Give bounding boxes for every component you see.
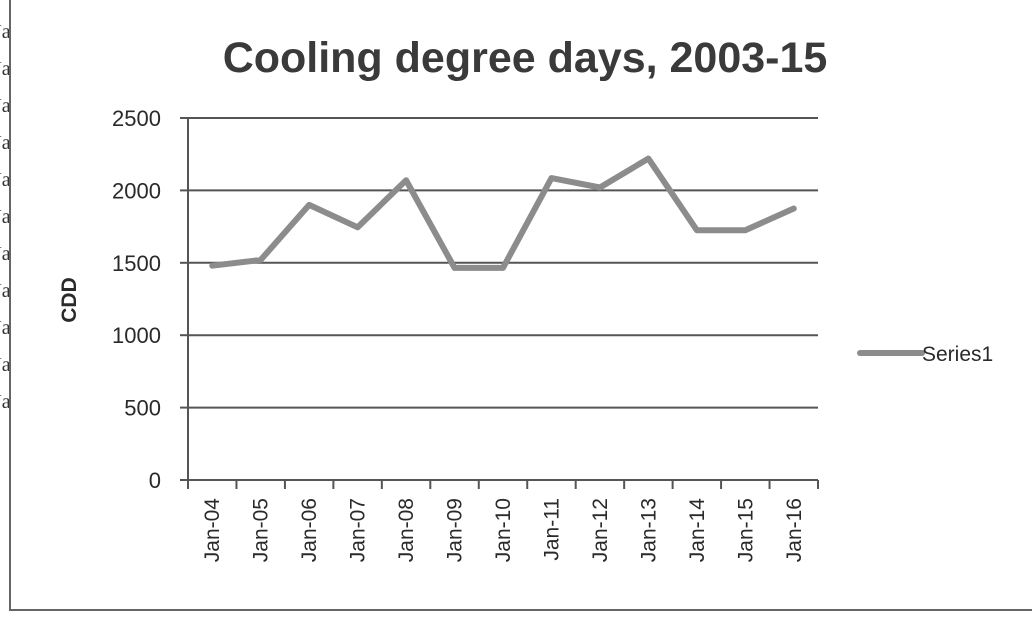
- legend-label-series1: Series1: [922, 343, 993, 366]
- x-tick-label-jan-05: Jan-05: [250, 498, 273, 562]
- data-point-jan-14: [694, 227, 700, 233]
- left-page-fragment-strip: Ja Ja Ja Ja Ja Ja Ja Ja Ja Ja Ja: [0, 0, 12, 420]
- left-fragment-text: Ja: [0, 354, 11, 376]
- left-fragment-text: Ja: [0, 58, 11, 80]
- data-point-jan-10: [500, 265, 506, 271]
- left-fragment-text: Ja: [0, 132, 11, 154]
- legend: Series1: [857, 343, 993, 366]
- data-point-jan-04: [209, 263, 215, 269]
- data-point-jan-15: [742, 227, 748, 233]
- left-fragment-text: Ja: [0, 391, 11, 413]
- data-point-jan-08: [403, 177, 409, 183]
- y-tick-label-1500: 1500: [112, 251, 161, 276]
- axes: [180, 118, 818, 481]
- x-axis-ticks: Jan-04 Jan-05 Jan-06 Jan-07 Jan-08 Jan-09 Jan-…: [187, 480, 819, 563]
- left-fragment-text: Ja: [0, 317, 11, 339]
- x-tick-label-jan-11: Jan-11: [540, 498, 563, 561]
- x-tick-label-jan-08: Jan-08: [395, 498, 418, 562]
- data-point-jan-12: [597, 185, 603, 191]
- x-tick-label-jan-06: Jan-06: [298, 498, 321, 562]
- x-tick-label-jan-16: Jan-16: [783, 498, 806, 562]
- x-tick-label-jan-04: Jan-04: [201, 498, 224, 563]
- data-point-jan-09: [452, 265, 458, 271]
- chart-border: [9, 0, 1032, 611]
- y-axis-label: CDD: [58, 277, 81, 323]
- x-tick-label-jan-10: Jan-10: [492, 498, 515, 562]
- x-tick-label-jan-14: Jan-14: [686, 498, 709, 563]
- left-fragment-text: Ja: [0, 206, 11, 228]
- data-point-jan-07: [355, 224, 361, 230]
- data-point-jan-16: [791, 206, 797, 211]
- y-tick-label-2000: 2000: [112, 178, 161, 203]
- x-tick-label-jan-07: Jan-07: [347, 498, 370, 562]
- y-tick-label-0: 0: [149, 468, 161, 493]
- series-group: [209, 155, 797, 271]
- x-tick-label-jan-12: Jan-12: [589, 498, 612, 562]
- y-axis-ticks: 0 500 1000 1500 2000 2500: [112, 106, 188, 493]
- data-point-jan-05: [258, 257, 264, 263]
- left-fragment-text: Ja: [0, 95, 11, 117]
- x-tick-label-jan-13: Jan-13: [637, 498, 660, 562]
- series-line-series1: [209, 155, 797, 271]
- data-point-jan-06: [306, 202, 312, 208]
- x-tick-label-jan-09: Jan-09: [444, 498, 467, 562]
- left-fragment-text: Ja: [0, 169, 11, 191]
- left-fragment-text: Ja: [0, 243, 11, 265]
- y-tick-label-2500: 2500: [112, 106, 161, 131]
- chart-title: Cooling degree days, 2003-15: [223, 34, 828, 82]
- y-tick-label-500: 500: [124, 396, 161, 421]
- left-fragment-text: Ja: [0, 280, 11, 302]
- data-point-jan-13: [645, 156, 651, 162]
- x-tick-label-jan-15: Jan-15: [734, 498, 757, 562]
- left-fragment-text: Ja: [0, 21, 11, 43]
- y-tick-label-1000: 1000: [112, 323, 161, 348]
- data-point-jan-11: [548, 175, 554, 181]
